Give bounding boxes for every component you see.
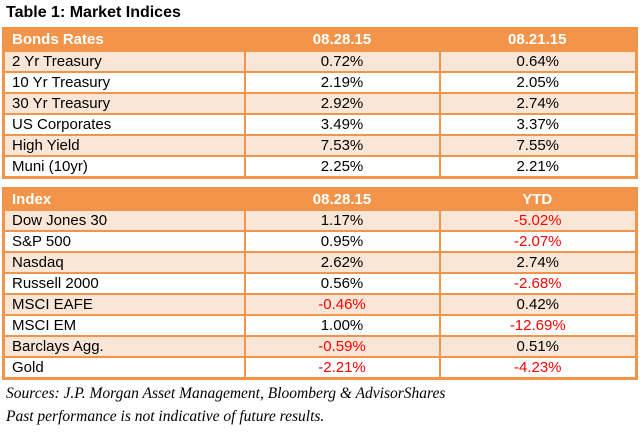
table-row: Gold -2.21% -4.23% [2,356,638,380]
column-header-date-2: 08.21.15 [439,28,637,51]
row-label: 2 Yr Treasury [2,49,246,73]
row-value: 2.05% [438,70,638,94]
table-row: US Corporates 3.49% 3.37% [2,112,638,136]
row-value: 2.92% [243,91,441,115]
index-table: Index 08.28.15 YTD Dow Jones 30 1.17% -5… [2,186,638,380]
row-value: 2.25% [243,154,441,178]
row-label: Barclays Agg. [2,335,246,358]
row-value: 3.49% [243,112,441,136]
table-row: Russell 2000 0.56% -2.68% [2,272,638,295]
column-header-date-1: 08.28.15 [244,28,440,51]
row-value: 0.64% [438,49,638,73]
index-header-row: Index 08.28.15 YTD [3,188,637,210]
row-value: -0.46% [243,293,441,316]
row-value: 2.62% [243,251,441,274]
bonds-header-row: Bonds Rates 08.28.15 08.21.15 [3,28,637,51]
table-row: 2 Yr Treasury 0.72% 0.64% [2,49,638,73]
table-row: Nasdaq 2.62% 2.74% [2,251,638,274]
column-header-date: 08.28.15 [244,188,440,210]
row-value: -2.21% [243,356,441,380]
row-value: 0.51% [438,335,638,358]
row-value: -0.59% [243,335,441,358]
row-value: -12.69% [438,314,638,337]
row-value: 2.74% [438,91,638,115]
row-label: US Corporates [2,112,246,136]
row-value: -2.07% [438,230,638,253]
disclaimer-line: Past performance is not indicative of fu… [6,408,325,426]
table-row: MSCI EM 1.00% -12.69% [2,314,638,337]
table-row: Dow Jones 30 1.17% -5.02% [2,209,638,232]
table-row: 10 Yr Treasury 2.19% 2.05% [2,70,638,94]
row-value: -5.02% [438,209,638,232]
row-label: 30 Yr Treasury [2,91,246,115]
row-value: 3.37% [438,112,638,136]
row-value: -2.68% [438,272,638,295]
table-row: Muni (10yr) 2.25% 2.21% [2,154,638,178]
table-row: S&P 500 0.95% -2.07% [2,230,638,253]
table-row: 30 Yr Treasury 2.92% 2.74% [2,91,638,115]
column-header-bonds-rates: Bonds Rates [3,28,245,51]
row-value: 7.53% [243,133,441,157]
page-title: Table 1: Market Indices [6,4,181,21]
row-label: S&P 500 [2,230,246,253]
row-label: High Yield [2,133,246,157]
row-label: 10 Yr Treasury [2,70,246,94]
row-label: Muni (10yr) [2,154,246,178]
column-header-ytd: YTD [439,188,637,210]
row-value: 0.42% [438,293,638,316]
row-value: 2.19% [243,70,441,94]
table-row: MSCI EAFE -0.46% 0.42% [2,293,638,316]
sources-line: Sources: J.P. Morgan Asset Management, B… [6,385,446,402]
row-label: Russell 2000 [2,272,246,295]
row-value: 0.56% [243,272,441,295]
row-label: Gold [2,356,246,380]
table-row: Barclays Agg. -0.59% 0.51% [2,335,638,358]
row-label: MSCI EM [2,314,246,337]
row-label: Dow Jones 30 [2,209,246,232]
page: Table 1: Market Indices Bonds Rates 08.2… [2,4,638,426]
row-label: MSCI EAFE [2,293,246,316]
row-value: 1.00% [243,314,441,337]
row-value: 2.21% [438,154,638,178]
row-value: 7.55% [438,133,638,157]
column-header-index: Index [3,188,245,210]
table-row: High Yield 7.53% 7.55% [2,133,638,157]
row-label: Nasdaq [2,251,246,274]
row-value: 1.17% [243,209,441,232]
row-value: 2.74% [438,251,638,274]
row-value: -4.23% [438,356,638,380]
row-value: 0.72% [243,49,441,73]
bonds-rates-table: Bonds Rates 08.28.15 08.21.15 2 Yr Treas… [2,27,638,179]
row-value: 0.95% [243,230,441,253]
